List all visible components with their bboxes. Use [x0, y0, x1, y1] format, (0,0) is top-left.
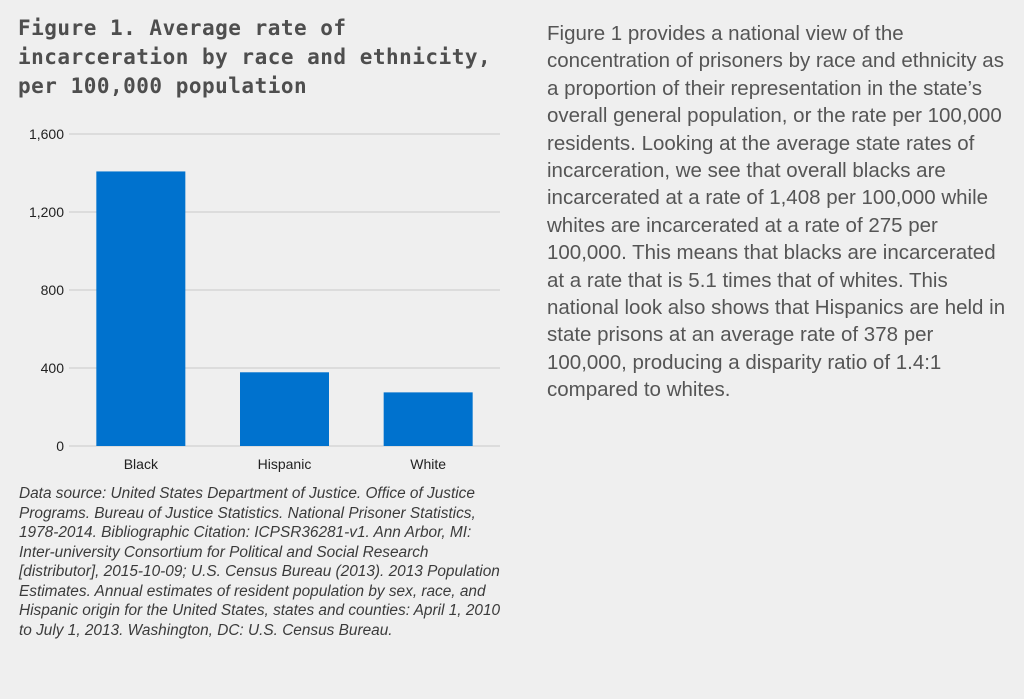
bars: [96, 171, 473, 446]
bar-hispanic: [240, 372, 329, 446]
y-tick-label: 0: [56, 438, 64, 454]
x-tick-label: Black: [124, 456, 159, 472]
x-axis-ticks: Black Hispanic White: [124, 456, 447, 472]
body-text: Figure 1 provides a national view of the…: [547, 22, 1006, 402]
x-tick-label: White: [410, 456, 446, 472]
y-tick-label: 1,600: [29, 126, 64, 142]
x-tick-label: Hispanic: [258, 456, 312, 472]
figure-title: Figure 1. Average rate of incarceration …: [18, 16, 492, 98]
y-axis-ticks: 0 400 800 1,200 1,600: [29, 126, 64, 454]
y-tick-label: 1,200: [29, 204, 64, 220]
source-note: Data source: United States Department of…: [19, 485, 501, 639]
y-tick-label: 400: [41, 360, 65, 376]
bar-white: [383, 392, 473, 446]
y-tick-label: 800: [41, 282, 65, 298]
bar-black: [96, 171, 186, 446]
bar-chart: 0 400 800 1,200 1,600 Black Hispanic White: [29, 126, 500, 472]
